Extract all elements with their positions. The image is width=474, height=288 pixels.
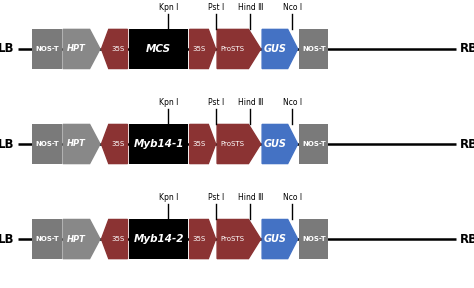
Bar: [299, 29, 328, 69]
Text: GUS: GUS: [264, 234, 286, 244]
Text: Pst I: Pst I: [208, 3, 224, 12]
Text: ProSTS: ProSTS: [221, 141, 245, 147]
Polygon shape: [217, 124, 261, 164]
Bar: [32, 29, 62, 69]
Bar: [129, 29, 188, 69]
Text: 35S: 35S: [111, 236, 125, 242]
Polygon shape: [217, 29, 261, 69]
Polygon shape: [63, 29, 100, 69]
Text: MCS: MCS: [146, 44, 171, 54]
Polygon shape: [101, 124, 128, 164]
Polygon shape: [63, 124, 100, 164]
Text: 35S: 35S: [111, 141, 125, 147]
Text: ProSTS: ProSTS: [221, 46, 245, 52]
Text: RB: RB: [460, 42, 474, 56]
Bar: [129, 124, 188, 164]
Text: RB: RB: [460, 232, 474, 246]
Text: NOS-T: NOS-T: [35, 141, 59, 147]
Polygon shape: [190, 219, 216, 259]
Text: Pst I: Pst I: [208, 193, 224, 202]
Bar: [129, 219, 188, 259]
Text: GUS: GUS: [264, 44, 286, 54]
Bar: [299, 124, 328, 164]
Text: Nco I: Nco I: [283, 193, 302, 202]
Text: 35S: 35S: [111, 46, 125, 52]
Text: LB: LB: [0, 137, 14, 151]
Polygon shape: [101, 219, 128, 259]
Text: Nco I: Nco I: [283, 3, 302, 12]
Text: NOS-T: NOS-T: [302, 46, 326, 52]
Text: Myb14-1: Myb14-1: [133, 139, 184, 149]
Text: Hind Ⅲ: Hind Ⅲ: [237, 98, 263, 107]
Bar: [32, 124, 62, 164]
Text: NOS-T: NOS-T: [302, 141, 326, 147]
Text: Nco I: Nco I: [283, 98, 302, 107]
Polygon shape: [262, 124, 298, 164]
Bar: [299, 219, 328, 259]
Text: NOS-T: NOS-T: [35, 236, 59, 242]
Polygon shape: [190, 124, 216, 164]
Text: HPT: HPT: [67, 234, 86, 244]
Polygon shape: [262, 29, 298, 69]
Text: LB: LB: [0, 232, 14, 246]
Text: Pst I: Pst I: [208, 98, 224, 107]
Text: Myb14-2: Myb14-2: [133, 234, 184, 244]
Text: HPT: HPT: [67, 139, 86, 149]
Text: HPT: HPT: [67, 44, 86, 54]
Polygon shape: [217, 219, 261, 259]
Polygon shape: [190, 29, 216, 69]
Text: NOS-T: NOS-T: [302, 236, 326, 242]
Text: 35S: 35S: [192, 46, 206, 52]
Polygon shape: [63, 219, 100, 259]
Text: 35S: 35S: [192, 141, 206, 147]
Text: Hind Ⅲ: Hind Ⅲ: [237, 3, 263, 12]
Polygon shape: [262, 219, 298, 259]
Text: Kpn I: Kpn I: [159, 98, 178, 107]
Text: Kpn I: Kpn I: [159, 193, 178, 202]
Text: GUS: GUS: [264, 139, 286, 149]
Text: RB: RB: [460, 137, 474, 151]
Text: Kpn I: Kpn I: [159, 3, 178, 12]
Polygon shape: [101, 29, 128, 69]
Text: NOS-T: NOS-T: [35, 46, 59, 52]
Text: LB: LB: [0, 42, 14, 56]
Text: 35S: 35S: [192, 236, 206, 242]
Text: ProSTS: ProSTS: [221, 236, 245, 242]
Text: Hind Ⅲ: Hind Ⅲ: [237, 193, 263, 202]
Bar: [32, 219, 62, 259]
